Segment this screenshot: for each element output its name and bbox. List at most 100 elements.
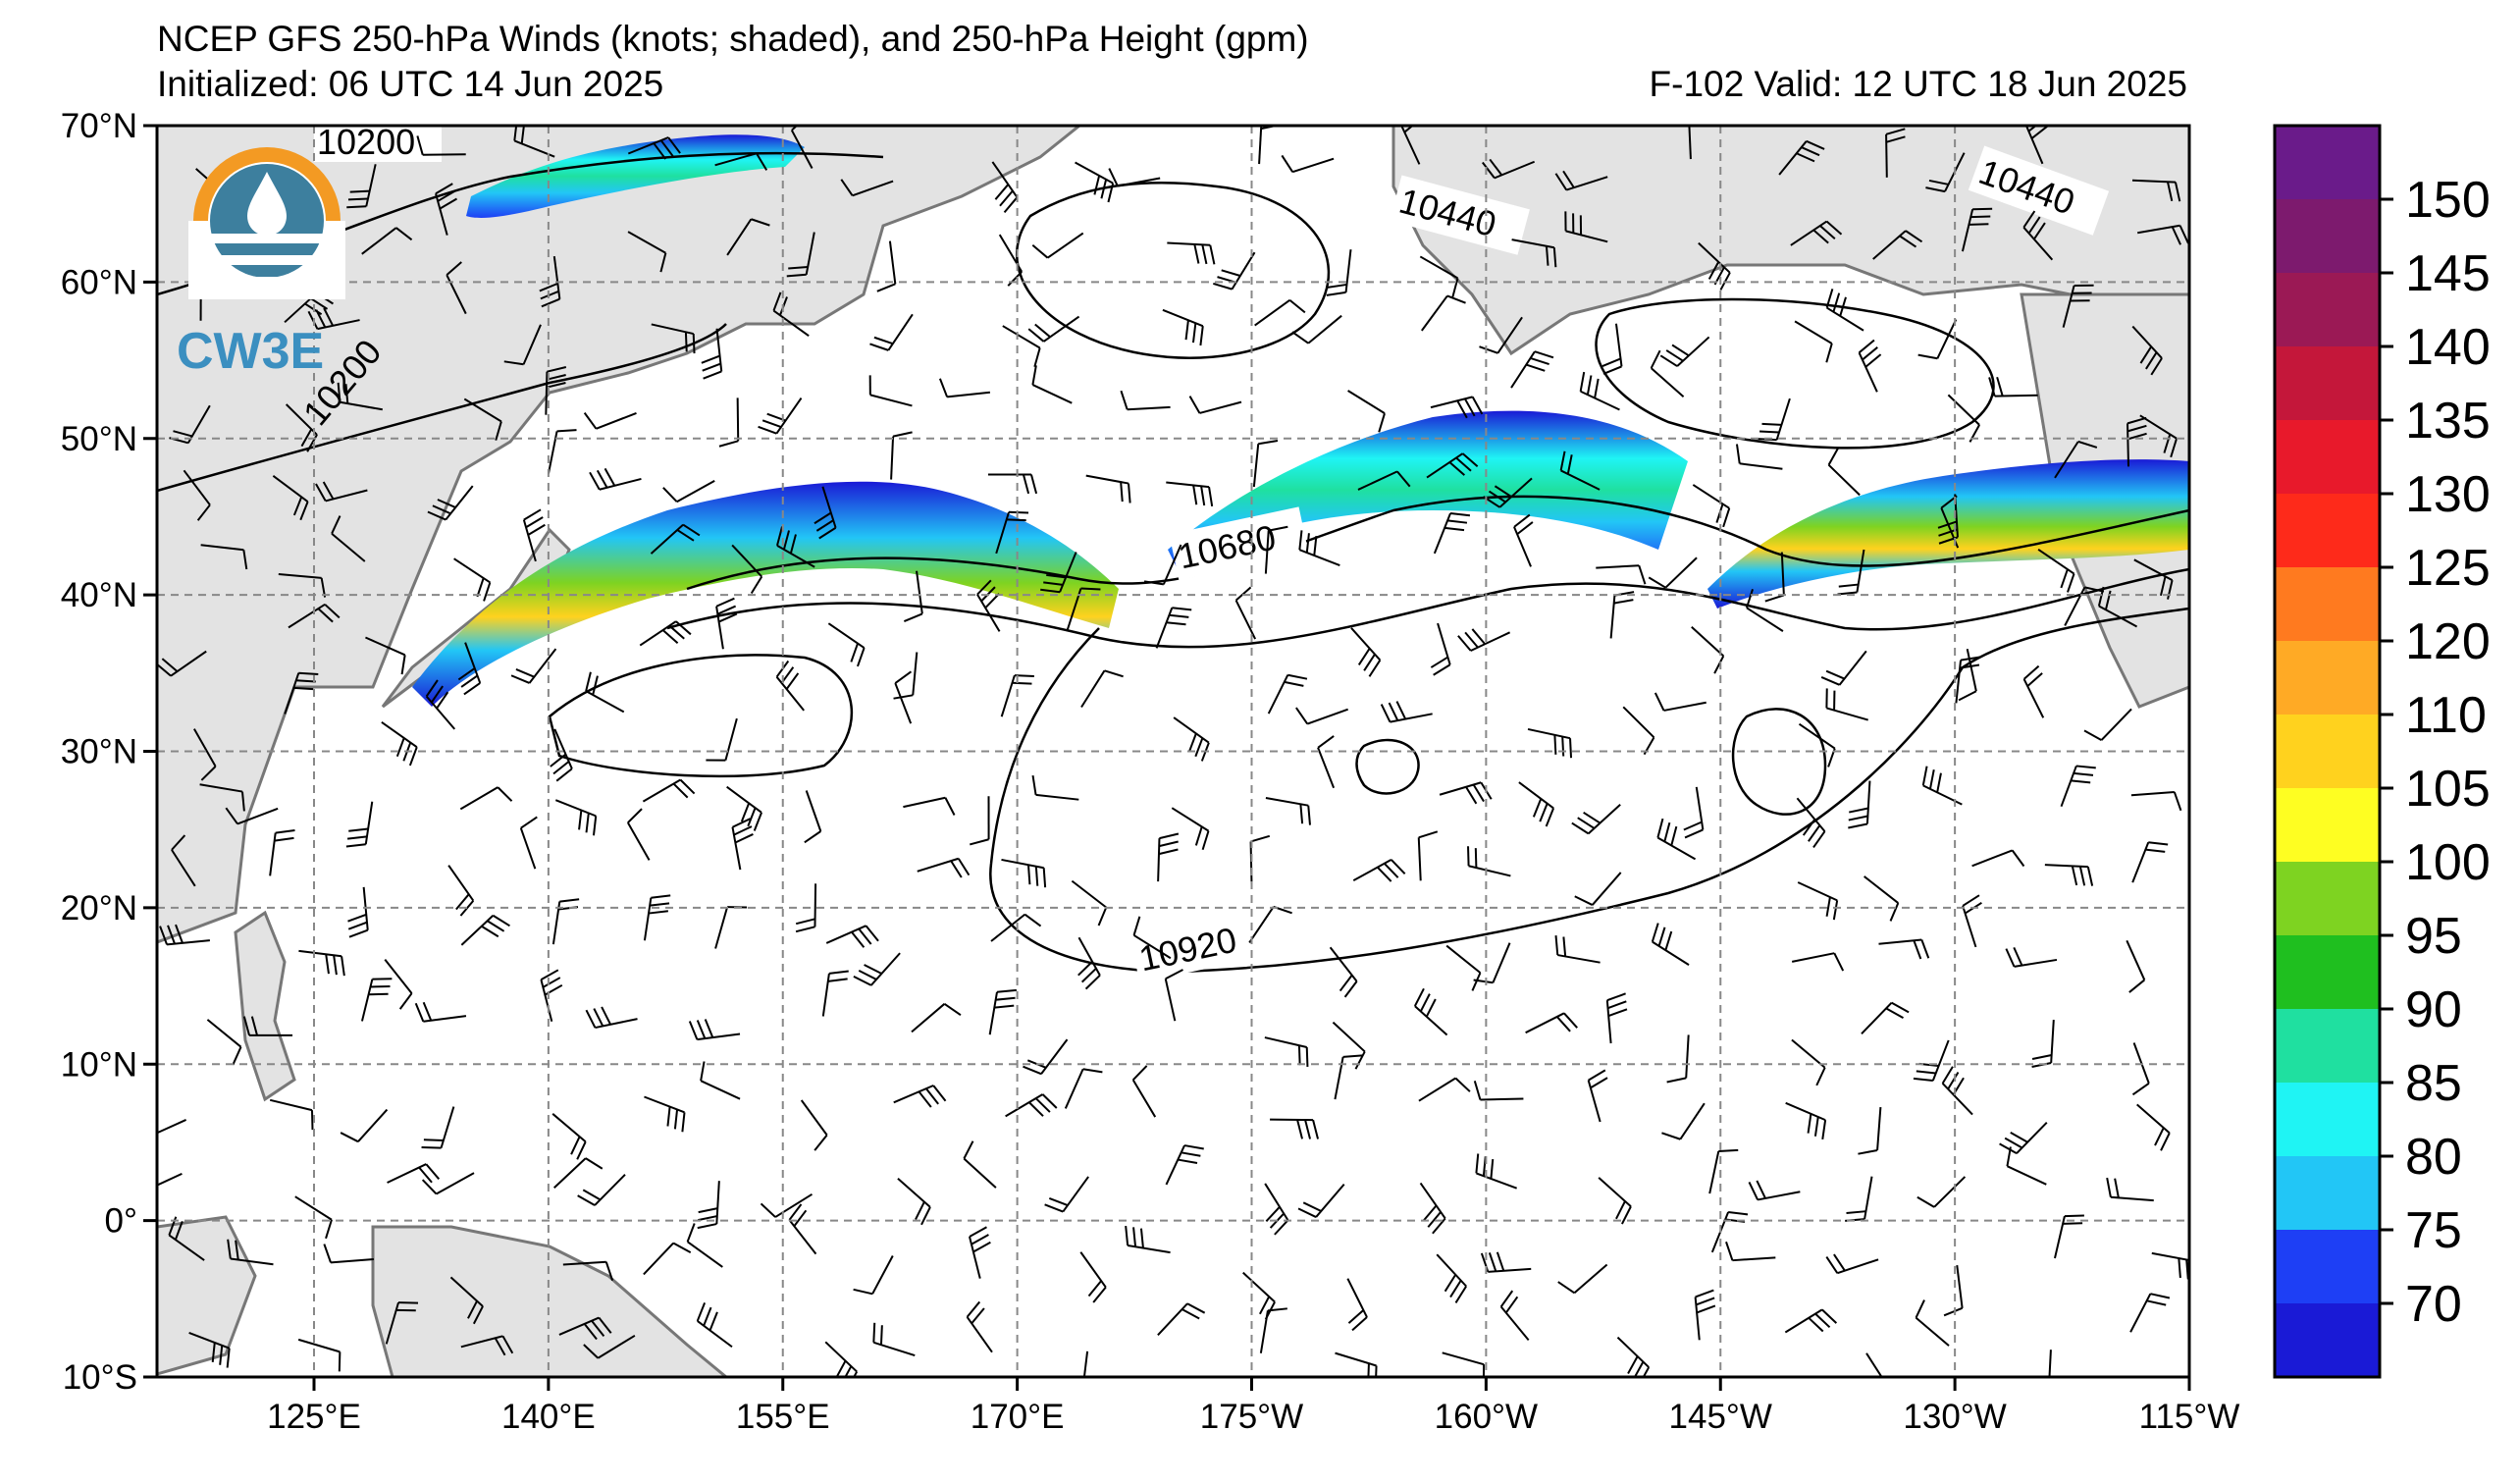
wind-barb — [1564, 211, 1608, 243]
wind-barb — [1350, 627, 1382, 677]
wind-barb — [1745, 588, 1784, 632]
wind-barb — [917, 857, 971, 878]
lon-tick-label: 160°W — [1435, 1398, 1538, 1436]
colorbar-segment — [2275, 1303, 2380, 1378]
lat-tick-label: 30°N — [61, 733, 137, 771]
map-area: 10200 10440 10440 10680 10920 10200 — [157, 126, 2189, 1377]
wind-barb — [2126, 416, 2147, 467]
wind-barb — [1357, 470, 1411, 491]
wind-barb — [183, 469, 211, 521]
wind-barb — [1601, 323, 1623, 375]
wind-barb — [227, 1239, 274, 1266]
wind-barb — [1291, 314, 1342, 344]
wind-barb — [1071, 879, 1108, 927]
wind-barb — [1082, 1351, 1089, 1377]
wind-barb — [893, 1085, 947, 1108]
wind-barb — [1166, 481, 1214, 507]
wind-barb — [345, 801, 374, 848]
colorbar-label: 70 — [2405, 1276, 2462, 1333]
wind-barb — [627, 136, 681, 160]
colorbar-label: 130 — [2405, 466, 2491, 523]
colorbar-label: 125 — [2405, 540, 2491, 597]
wind-barb — [1467, 846, 1511, 877]
wind-barb — [893, 652, 919, 700]
wind-barb — [731, 544, 763, 595]
wind-barb — [644, 1095, 686, 1133]
wind-barb — [991, 161, 1019, 213]
wind-barb — [1326, 249, 1352, 296]
colorbar-label: 105 — [2405, 761, 2491, 818]
wind-barb — [1790, 220, 1843, 246]
wind-barb — [995, 510, 1029, 555]
wind-barb — [890, 431, 913, 480]
wind-barb — [453, 557, 492, 602]
wind-barb — [1249, 834, 1271, 885]
wind-barb — [1297, 1183, 1345, 1218]
wind-barb — [1579, 371, 1620, 411]
wind-barb — [1346, 1278, 1368, 1332]
lon-tick-label: 125°E — [267, 1398, 361, 1436]
wind-barb — [1421, 294, 1466, 332]
wind-barb — [731, 818, 754, 871]
wind-barb — [1265, 797, 1311, 825]
wind-barb — [715, 597, 738, 650]
wind-barb — [550, 728, 573, 782]
wind-barb — [188, 1332, 231, 1368]
wind-barb — [1433, 511, 1471, 555]
wind-barb — [626, 808, 651, 861]
wind-barb — [1794, 320, 1833, 363]
lat-tick-label: 10°S — [63, 1358, 137, 1397]
wind-barb — [643, 894, 671, 941]
wind-barb — [639, 620, 692, 647]
wind-barb — [387, 1163, 441, 1184]
wind-barb — [1131, 1065, 1157, 1118]
wind-barb — [1557, 1263, 1608, 1295]
wind-barb — [1317, 735, 1336, 789]
wind-barb — [2037, 549, 2075, 593]
wind-barb — [1295, 707, 1349, 725]
wind-barb — [1499, 1290, 1530, 1341]
wind-barb — [1725, 1241, 1776, 1262]
wind-barb — [2024, 126, 2048, 165]
wind-barb — [1281, 154, 1335, 174]
wind-barb — [1757, 397, 1791, 442]
wind-barb — [1419, 1182, 1446, 1235]
wind-barb — [457, 642, 482, 696]
wind-barb — [911, 1002, 962, 1033]
wind-barb — [435, 183, 458, 236]
wind-barb — [2048, 1350, 2052, 1377]
colorbar-segment — [2275, 1083, 2380, 1157]
initialized-text: Initialized: 06 UTC 14 Jun 2025 — [157, 64, 663, 104]
wind-barb — [1380, 701, 1433, 723]
wind-barb — [269, 1098, 314, 1131]
wind-barb — [1825, 289, 1864, 332]
wind-barb — [381, 720, 418, 767]
colorbar-segment — [2275, 1009, 2380, 1084]
wind-barb — [554, 799, 598, 836]
wind-barb — [988, 988, 1017, 1035]
wind-barb — [1785, 1101, 1827, 1140]
colorbar-label: 110 — [2405, 687, 2487, 744]
wind-barb — [804, 790, 822, 844]
wind-barb — [990, 913, 1042, 942]
wind-barb — [1525, 1012, 1578, 1034]
wind-barb — [1748, 1180, 1801, 1201]
wind-barb — [1683, 786, 1705, 839]
jet-core-east — [1707, 459, 2189, 609]
wind-barb — [1213, 251, 1256, 291]
wind-barb — [1955, 656, 1980, 704]
lat-tick-label: 50°N — [61, 420, 137, 458]
wind-barb — [416, 135, 466, 156]
wind-barb — [868, 375, 913, 407]
colorbar-label: 85 — [2405, 1055, 2462, 1112]
wind-barb — [701, 328, 723, 380]
wind-barb — [460, 1335, 514, 1356]
wind-barb — [346, 164, 377, 209]
wind-barb — [449, 1276, 484, 1325]
lon-tick-label: 155°E — [736, 1398, 830, 1436]
wind-barb — [824, 1341, 859, 1377]
wind-barb — [1162, 308, 1204, 346]
wind-barb — [297, 1338, 341, 1372]
wind-barb — [903, 570, 923, 623]
wind-barb — [1764, 552, 1785, 603]
